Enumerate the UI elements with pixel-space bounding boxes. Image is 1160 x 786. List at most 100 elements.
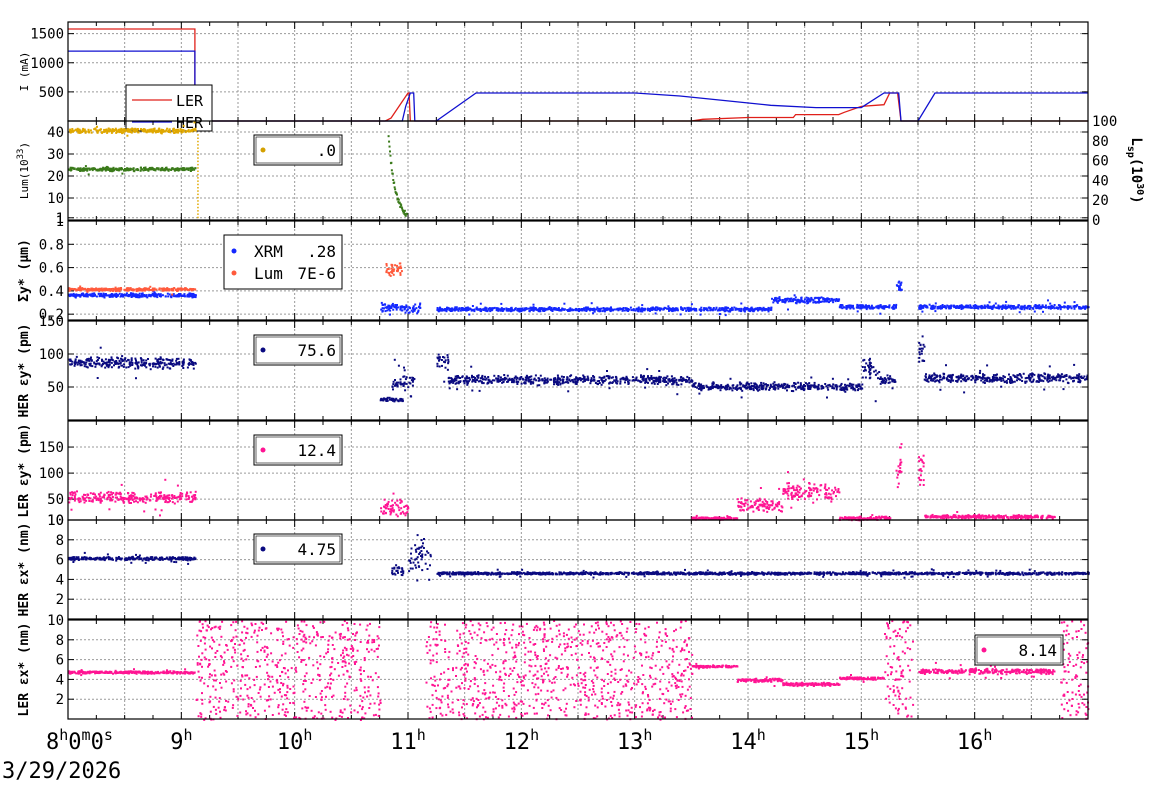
- data-point: [133, 289, 135, 291]
- data-point: [817, 301, 819, 303]
- data-point: [524, 382, 526, 384]
- data-point: [155, 169, 157, 171]
- data-point: [770, 308, 772, 310]
- data-point: [684, 307, 686, 309]
- data-point: [864, 366, 866, 368]
- data-point: [1014, 376, 1016, 378]
- data-point: [77, 364, 79, 366]
- data-point: [69, 129, 71, 131]
- right-axis-label-part: 30: [1134, 183, 1145, 195]
- data-point: [159, 361, 161, 363]
- data-point: [977, 376, 979, 378]
- data-point: [449, 387, 451, 389]
- series-lum-green: [68, 165, 196, 175]
- data-point: [183, 125, 185, 127]
- data-point: [406, 306, 408, 308]
- data-point: [461, 307, 463, 309]
- data-point: [884, 382, 886, 384]
- right-y-tick-label: 80: [1092, 134, 1109, 150]
- data-point: [1063, 388, 1065, 390]
- data-point: [993, 374, 995, 376]
- data-point: [159, 366, 161, 368]
- data-point: [448, 361, 450, 363]
- data-point: [543, 382, 545, 384]
- data-point: [700, 389, 702, 391]
- data-point: [998, 307, 1000, 309]
- data-point: [896, 284, 898, 286]
- data-point: [474, 309, 476, 311]
- data-point: [478, 380, 480, 382]
- data-point: [126, 135, 128, 137]
- data-point: [192, 363, 194, 365]
- data-point: [836, 298, 838, 300]
- data-point: [115, 168, 117, 170]
- data-point: [99, 295, 101, 297]
- data-point: [497, 375, 499, 377]
- data-point: [698, 393, 700, 395]
- data-point: [571, 309, 573, 311]
- data-point: [388, 268, 390, 270]
- data-point: [674, 377, 676, 379]
- data-point: [1006, 382, 1008, 384]
- data-point: [673, 310, 675, 312]
- data-point: [385, 271, 387, 273]
- data-point: [662, 380, 664, 382]
- data-point: [488, 379, 490, 381]
- data-point: [808, 382, 810, 384]
- data-point: [824, 383, 826, 385]
- data-point: [121, 173, 123, 175]
- data-point: [647, 375, 649, 377]
- data-point: [815, 302, 817, 304]
- data-point: [814, 297, 816, 299]
- data-point: [880, 378, 882, 380]
- data-point: [197, 177, 199, 179]
- data-point: [1045, 307, 1047, 309]
- data-point: [993, 305, 995, 307]
- data-point: [583, 378, 585, 380]
- data-point: [925, 373, 927, 375]
- y-tick-label: 100: [39, 347, 64, 363]
- data-point: [793, 298, 795, 300]
- data-point: [807, 300, 809, 302]
- data-point: [436, 309, 438, 311]
- data-point: [1067, 382, 1069, 384]
- data-point: [197, 200, 199, 202]
- data-point: [970, 379, 972, 381]
- data-point: [109, 168, 111, 170]
- data-point: [691, 309, 693, 311]
- data-point: [921, 311, 923, 313]
- data-point: [872, 366, 874, 368]
- data-point: [927, 378, 929, 380]
- data-point: [111, 288, 113, 290]
- data-point: [178, 358, 180, 360]
- data-point: [728, 388, 730, 390]
- data-point: [847, 385, 849, 387]
- data-point: [759, 385, 761, 387]
- data-point: [437, 307, 439, 309]
- data-point: [438, 354, 440, 356]
- data-point: [1062, 380, 1064, 382]
- data-point: [497, 378, 499, 380]
- data-point: [665, 384, 667, 386]
- data-point: [1048, 306, 1050, 308]
- data-point: [520, 310, 522, 312]
- data-point: [197, 161, 199, 163]
- data-point: [131, 289, 133, 291]
- data-point: [124, 130, 126, 132]
- data-point: [530, 381, 532, 383]
- data-point: [821, 296, 823, 298]
- data-point: [107, 288, 109, 290]
- data-point: [977, 308, 979, 310]
- data-point: [765, 388, 767, 390]
- data-point: [447, 354, 449, 356]
- data-point: [127, 130, 129, 132]
- data-point: [736, 389, 738, 391]
- data-point: [943, 376, 945, 378]
- data-point: [197, 204, 199, 206]
- data-point: [1051, 380, 1053, 382]
- data-point: [743, 308, 745, 310]
- data-point: [197, 157, 199, 159]
- data-point: [460, 380, 462, 382]
- data-point: [448, 377, 450, 379]
